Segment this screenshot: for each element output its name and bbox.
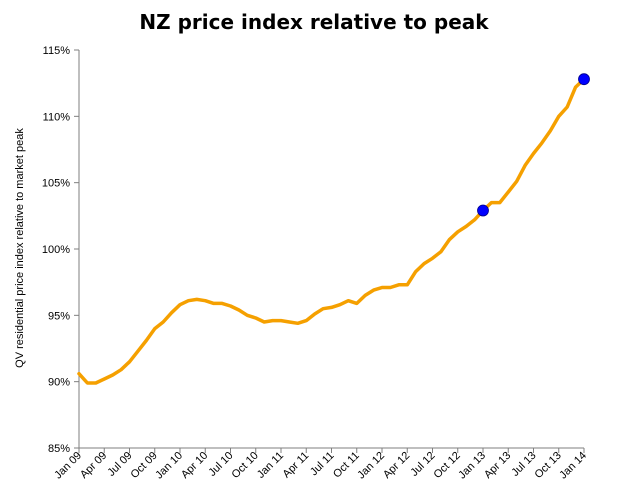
x-tick-label: Apr 09	[78, 450, 109, 481]
x-tick-label: Jan 11	[255, 450, 286, 481]
x-tick-label: Jan 14	[557, 450, 589, 482]
y-tick-label: 90%	[48, 377, 70, 389]
x-tick-label: Oct 09	[128, 450, 159, 481]
y-tick-label: 85%	[48, 443, 70, 455]
x-tick-label: Oct 12	[431, 450, 462, 481]
y-tick-label: 115%	[43, 45, 71, 57]
highlight-point	[477, 204, 489, 217]
x-tick-label: Apr 10	[179, 450, 210, 481]
y-tick-label: 110%	[43, 111, 71, 123]
chart-title: NZ price index relative to peak	[139, 10, 489, 34]
y-tick-label: 95%	[48, 310, 70, 322]
x-tick-label: Apr 13	[482, 450, 513, 481]
x-tick-label: Jan 10	[153, 450, 185, 482]
x-tick-label: Oct 13	[532, 450, 563, 481]
x-tick-label: Oct 10	[229, 450, 260, 481]
x-tick-label: Jan 13	[456, 450, 488, 482]
x-tick-label: Jan 12	[355, 450, 387, 482]
y-tick-label: 105%	[42, 178, 70, 190]
series-line	[77, 77, 586, 385]
x-tick-label: Apr 11	[281, 450, 312, 481]
highlight-point	[578, 73, 590, 86]
y-tick-label: 100%	[42, 244, 70, 256]
x-tick-label: Apr 12	[381, 450, 412, 481]
